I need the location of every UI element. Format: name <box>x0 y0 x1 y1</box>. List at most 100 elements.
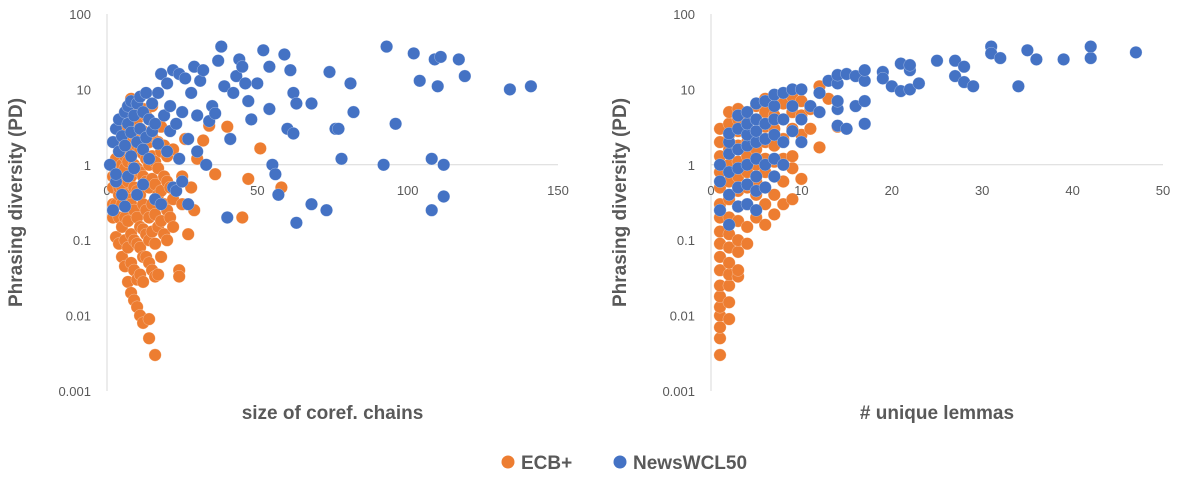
data-point <box>740 220 754 234</box>
data-point <box>109 167 123 181</box>
data-point <box>253 141 267 155</box>
data-point <box>160 145 174 158</box>
data-point <box>740 177 754 191</box>
data-point <box>786 99 799 113</box>
data-point <box>804 99 817 113</box>
data-point <box>223 132 237 146</box>
data-point <box>437 190 451 203</box>
data-point <box>966 79 980 93</box>
data-point <box>211 54 225 68</box>
data-point <box>136 275 150 289</box>
data-point <box>229 69 243 83</box>
data-point <box>713 331 727 345</box>
data-point <box>434 50 448 64</box>
data-point <box>286 127 300 140</box>
y-tick-label: 0.01 <box>670 309 695 324</box>
data-point <box>767 188 781 202</box>
y-tick-label: 0.001 <box>662 384 695 399</box>
data-point <box>286 86 300 100</box>
data-point <box>217 79 231 93</box>
data-point <box>831 94 844 108</box>
y-tick-label: 10 <box>77 82 91 97</box>
data-point <box>786 124 799 138</box>
data-point <box>795 172 808 186</box>
data-point <box>181 132 195 146</box>
data-point <box>136 142 150 156</box>
y-axis-label: Phrasing diversity (PD) <box>610 98 631 307</box>
series-newswcl50 <box>713 40 1143 232</box>
series-newswcl50 <box>103 40 538 230</box>
data-point <box>377 158 390 172</box>
data-point <box>118 139 132 153</box>
data-point <box>722 188 736 202</box>
data-point <box>181 227 195 241</box>
data-point <box>106 135 120 149</box>
data-point <box>115 188 129 202</box>
legend-label-ecb: ECB+ <box>521 453 572 474</box>
data-point <box>163 99 177 113</box>
data-point <box>407 47 421 60</box>
data-point <box>220 211 234 224</box>
data-point <box>181 197 195 211</box>
data-point <box>130 188 144 202</box>
data-point <box>957 60 971 74</box>
data-point <box>103 158 117 172</box>
data-point <box>256 43 270 57</box>
data-point <box>740 105 754 119</box>
x-tick-label: 20 <box>885 183 899 198</box>
data-point <box>142 152 156 166</box>
data-point <box>250 77 264 90</box>
data-point <box>190 145 204 158</box>
data-point <box>335 152 348 166</box>
data-point <box>118 200 132 213</box>
legend-label-newswcl50: NewsWCL50 <box>633 453 747 474</box>
data-point <box>993 51 1007 65</box>
data-point <box>344 77 357 90</box>
data-point <box>437 158 451 172</box>
data-point <box>289 216 303 230</box>
data-point <box>458 69 472 83</box>
data-point <box>136 177 150 191</box>
data-point <box>758 181 772 194</box>
data-point <box>277 48 291 61</box>
data-point <box>813 86 826 100</box>
y-tick-label: 0.1 <box>73 233 91 248</box>
data-point <box>740 197 754 211</box>
chart-legend: ECB+ NewsWCL50 <box>501 453 747 474</box>
data-point <box>151 137 165 151</box>
data-point <box>196 134 210 147</box>
data-point <box>241 172 255 186</box>
x-tick-label: 0 <box>707 183 714 198</box>
legend-marker-ecb <box>501 455 515 469</box>
data-point <box>1012 79 1025 93</box>
data-point <box>795 135 808 149</box>
data-point <box>139 86 153 100</box>
data-point <box>813 105 826 119</box>
x-axis-label: size of coref. chains <box>242 403 424 424</box>
data-point <box>840 122 853 136</box>
data-point <box>283 63 297 77</box>
data-point <box>758 218 772 232</box>
y-tick-label: 10 <box>681 82 695 97</box>
data-point <box>157 109 171 122</box>
data-point <box>320 203 333 217</box>
data-point <box>380 40 393 53</box>
y-tick-label: 0.01 <box>66 309 91 324</box>
data-point <box>262 102 276 116</box>
data-point <box>767 152 781 166</box>
data-point <box>169 184 183 198</box>
data-point <box>722 295 736 309</box>
data-point <box>124 149 138 163</box>
right-scatter-plot: 0.001 0.01 0.1 1 10 100 0 10 20 30 40 50 Phrasing di… <box>610 7 1170 424</box>
data-point <box>145 97 159 110</box>
data-point <box>142 312 156 326</box>
data-point <box>731 263 745 277</box>
data-point <box>795 113 808 126</box>
x-tick-label: 0 <box>103 183 110 198</box>
data-point <box>858 94 872 108</box>
data-point <box>758 158 772 172</box>
data-point <box>268 167 282 181</box>
data-point <box>208 167 222 181</box>
data-point <box>749 170 763 183</box>
